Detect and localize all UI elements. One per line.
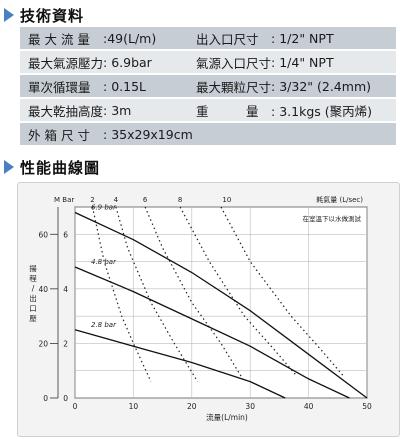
spec-row: 最大乾抽高度 : 3m 重 量 : 3.1kgs (聚丙烯) bbox=[20, 99, 396, 123]
air-tick-label: 2 bbox=[90, 196, 94, 204]
x-tick-label: 10 bbox=[129, 402, 139, 411]
y-left-label-char: 程 bbox=[29, 274, 37, 283]
spec-row: 外 箱 尺 寸 : 35x29x19cm bbox=[20, 123, 396, 147]
chart-note: 在室溫下以水做測試 bbox=[303, 214, 362, 223]
air-curve-8 bbox=[179, 206, 298, 377]
section-performance-curve: 性能曲線圖 bbox=[4, 156, 100, 178]
air-tick-label: 4 bbox=[114, 196, 119, 204]
section-title: 性能曲線圖 bbox=[20, 158, 101, 177]
air-curve-4 bbox=[115, 206, 199, 382]
y-left-label-char: 揚 bbox=[29, 263, 37, 273]
y-left-tick-label: 0 bbox=[43, 394, 48, 403]
x-tick-label: 50 bbox=[362, 402, 372, 411]
triangle-bullet-icon bbox=[4, 160, 14, 174]
x-tick-label: 30 bbox=[245, 402, 255, 411]
y-bar-tick-label: 6 bbox=[63, 230, 68, 239]
air-curve-10 bbox=[220, 206, 345, 377]
series-line-0 bbox=[74, 211, 368, 399]
spec-value: : 3m bbox=[103, 99, 189, 123]
spec-value: : 3/32" (2.4mm) bbox=[271, 75, 396, 99]
y-left-label-char: 口 bbox=[29, 304, 37, 313]
air-curve-6 bbox=[144, 206, 245, 382]
y-left-tick-label: 20 bbox=[38, 339, 48, 348]
x-axis-label: 流量(L/min) bbox=[206, 412, 248, 422]
y-left-label-char: / bbox=[32, 284, 35, 293]
spec-value: : 6.9bar bbox=[103, 51, 189, 75]
spec-label: 外 箱 尺 寸 bbox=[20, 123, 104, 147]
spec-value: : 0.15L bbox=[103, 75, 189, 99]
air-tick-label: 10 bbox=[222, 196, 231, 204]
y-bar-unit-label: M Bar bbox=[54, 196, 74, 204]
plot-area bbox=[74, 206, 368, 399]
y-bar-tick-label: 2 bbox=[63, 339, 68, 348]
spec-value: : 1/4" NPT bbox=[271, 51, 396, 75]
series-label: 6.9 bar bbox=[91, 203, 117, 211]
x-tick-label: 0 bbox=[73, 402, 78, 411]
y-bar-tick-label: 0 bbox=[63, 394, 68, 403]
spec-label: 氣源入口尺寸 bbox=[188, 51, 272, 75]
y-bar-tick-label: 4 bbox=[63, 285, 68, 294]
spec-label: 重 量 bbox=[188, 99, 272, 123]
series-line-2 bbox=[74, 329, 286, 399]
y-left-tick-label: 40 bbox=[38, 285, 48, 294]
x-tick-label: 40 bbox=[304, 402, 314, 411]
y-left-label-char: 壓 bbox=[29, 314, 37, 323]
spec-value: : 35x29x19cm bbox=[103, 123, 396, 147]
spec-value: : 3.1kgs (聚丙烯) bbox=[271, 99, 396, 123]
spec-value: :49(L/m) bbox=[103, 27, 189, 51]
triangle-bullet-icon bbox=[4, 8, 14, 22]
air-curve-2 bbox=[91, 206, 152, 382]
performance-chart: 6.9 bar 4.8 bar 2.8 bar 0 10 20 30 40 50 流量(L/min… bbox=[17, 182, 400, 437]
air-tick-label: 8 bbox=[178, 196, 182, 204]
air-axis-label: 耗氣量 (L/sec) bbox=[316, 195, 363, 204]
section-technical-data: 技術資料 bbox=[4, 4, 84, 26]
spec-row: 最大氣源壓力 : 6.9bar 氣源入口尺寸 : 1/4" NPT bbox=[20, 51, 396, 75]
spec-row: 單次循環量 : 0.15L 最大顆粒尺寸 : 3/32" (2.4mm) bbox=[20, 75, 396, 99]
y-left-tick-label: 60 bbox=[38, 230, 48, 239]
series-label: 2.8 bar bbox=[91, 321, 117, 329]
x-tick-label: 20 bbox=[187, 402, 197, 411]
spec-value: : 1/2" NPT bbox=[271, 27, 396, 51]
spec-label: 最大乾抽高度 bbox=[20, 99, 104, 123]
spec-label: 最 大 流 量 bbox=[20, 27, 104, 51]
spec-label: 最大顆粒尺寸 bbox=[188, 75, 272, 99]
series-line-1 bbox=[74, 266, 350, 399]
spec-label: 出入口尺寸 bbox=[188, 27, 272, 51]
spec-label: 單次循環量 bbox=[20, 75, 104, 99]
spec-table: 最 大 流 量 :49(L/m) 出入口尺寸 : 1/2" NPT 最大氣源壓力… bbox=[20, 27, 396, 147]
air-tick-label: 6 bbox=[143, 196, 148, 204]
series-label: 4.8 bar bbox=[91, 258, 117, 266]
spec-row: 最 大 流 量 :49(L/m) 出入口尺寸 : 1/2" NPT bbox=[20, 27, 396, 51]
spec-label: 最大氣源壓力 bbox=[20, 51, 104, 75]
y-left-label-char: 出 bbox=[29, 293, 37, 303]
section-title: 技術資料 bbox=[20, 6, 85, 25]
